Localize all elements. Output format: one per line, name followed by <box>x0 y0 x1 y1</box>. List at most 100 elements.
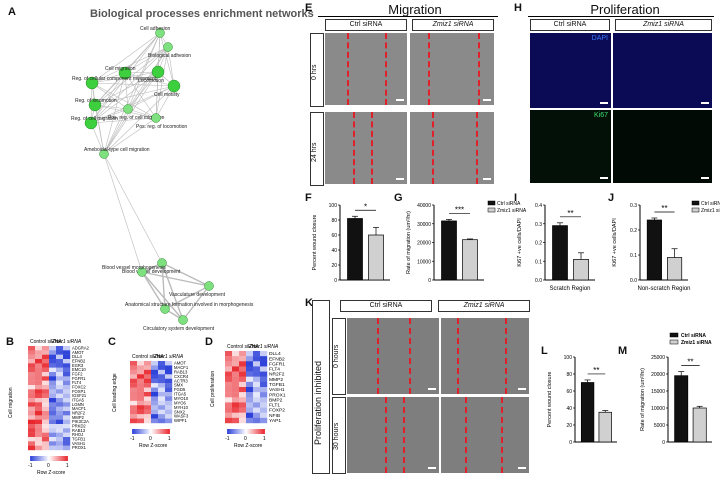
migration-title: Migration <box>388 2 442 17</box>
heatmap-cell <box>56 376 64 381</box>
heatmap-cell <box>63 437 71 442</box>
heatmap-cell <box>56 380 64 386</box>
k-img-ctrl-0h <box>347 318 439 394</box>
heatmap-cell <box>144 418 152 424</box>
legend-label: Ctrl siRNA <box>701 201 720 207</box>
x-axis-label: Scratch Region <box>549 286 590 292</box>
heatmap-gene-label: NR2F2 <box>269 372 285 378</box>
heatmap-cell <box>28 376 36 381</box>
heatmap-cell <box>63 411 71 416</box>
heatmap-gene-label: TGFB1 <box>269 382 285 388</box>
heatmap-cell <box>28 445 36 451</box>
heatmap-cell <box>56 354 64 360</box>
heatmap-colorbar-tick: 1 <box>263 436 266 442</box>
heatmap-cell <box>49 380 57 386</box>
heatmap-cell <box>28 411 36 416</box>
heatmap-cell <box>165 405 173 410</box>
network-edge <box>127 85 175 110</box>
heatmap-cell <box>56 363 64 368</box>
y-tick-label: 80 <box>566 372 572 378</box>
heatmap-cell <box>232 351 240 357</box>
y-tick-label: 0.3 <box>535 222 542 228</box>
x-axis-label: Non-scratch Region <box>637 286 690 292</box>
heatmap-cell <box>225 376 233 383</box>
heatmap-cell <box>151 396 159 402</box>
heatmap-cell <box>49 424 57 429</box>
heatmap-cell <box>28 432 36 438</box>
heatmap-cell <box>165 383 173 388</box>
y-tick-label: 100 <box>329 203 338 209</box>
heatmap-gene-label: EFNB2 <box>269 356 285 362</box>
heatmap-cell <box>56 445 64 451</box>
heatmap-cell <box>35 350 43 355</box>
network-node-label: Reg. of cellular component movement <box>72 76 157 82</box>
network-edge <box>90 46 169 124</box>
heatmap-cell <box>253 351 261 357</box>
heatmap-cell <box>158 365 166 371</box>
k-side-box <box>312 300 330 474</box>
heatmap-gene-label: FLT4 <box>72 380 82 385</box>
heatmap-cell <box>56 424 64 429</box>
heatmap-cell <box>28 406 36 412</box>
y-axis-label: Ki67 +ve cells/DAPI <box>517 218 523 267</box>
bar-chart-f: 0 20 40 60 80 100 * Percent wound closure <box>312 202 390 284</box>
heatmap-cell <box>130 414 138 419</box>
network-node <box>99 149 109 159</box>
heatmap-cell <box>151 383 159 388</box>
e-col-zmiz1: Zmiz1 siRNA <box>412 19 494 31</box>
heatmap-cell <box>158 409 166 415</box>
heatmap-cell <box>137 361 145 366</box>
y-tick-label: 20 <box>331 263 337 269</box>
heatmap-gene-label: RHOJ <box>72 432 83 437</box>
legend-swatch <box>669 339 679 345</box>
heatmap-cell <box>137 400 145 406</box>
heatmap-cell <box>260 402 268 408</box>
heatmap-colorbar-tick: 0 <box>47 463 50 469</box>
heatmap-cell <box>56 437 64 442</box>
bar-zmiz1 <box>692 407 707 443</box>
heatmap-cell <box>28 385 36 390</box>
heatmap-cell <box>151 392 159 397</box>
heatmap-cell <box>232 361 240 367</box>
heatmap-cell <box>165 387 173 393</box>
network-edge <box>103 71 159 155</box>
e-col-ctrl: Ctrl siRNA <box>325 19 407 31</box>
heatmap-cell <box>225 366 233 372</box>
heatmap-cell <box>63 359 71 364</box>
heatmap-cell <box>158 374 166 379</box>
heatmap-gene-label: ADGRA2 <box>72 345 90 350</box>
heatmap-colorbar-tick: -1 <box>28 463 33 469</box>
heatmap-cell <box>49 428 57 433</box>
heatmap-cell <box>225 361 233 367</box>
heatmap-cell <box>232 402 240 408</box>
heatmap-cell <box>253 356 261 362</box>
heatmap-cell <box>130 400 138 406</box>
heatmap-cell <box>144 365 152 371</box>
heatmap-cell <box>42 354 50 360</box>
heatmap-cell <box>225 381 233 388</box>
y-tick-label: 80 <box>331 218 337 224</box>
heatmap-cell <box>260 356 268 362</box>
heatmap-cell <box>28 393 36 399</box>
heatmap-gene-label: BMP2 <box>269 397 283 403</box>
network-edge <box>161 262 210 287</box>
heatmap-cell <box>144 361 152 366</box>
bar-zmiz1 <box>462 239 478 281</box>
heatmap-cell <box>246 392 254 398</box>
heatmap-cell <box>42 411 50 416</box>
proliferation-title: Proliferation <box>590 2 660 17</box>
heatmap-cell <box>63 376 71 381</box>
heatmap-cell <box>246 366 254 372</box>
heatmap-cell <box>225 371 233 377</box>
heatmap-cell <box>49 402 57 407</box>
heatmap-cell <box>28 354 36 360</box>
network-node-label: Blood vessel development <box>122 269 181 275</box>
heatmap-cell <box>35 445 43 451</box>
heatmap-cell <box>49 419 57 425</box>
panel-i-label: I <box>514 192 518 204</box>
heatmap-cell <box>151 361 159 366</box>
heatmap-gene-label: MYH10 <box>174 405 189 410</box>
heatmap-cell <box>63 441 71 446</box>
